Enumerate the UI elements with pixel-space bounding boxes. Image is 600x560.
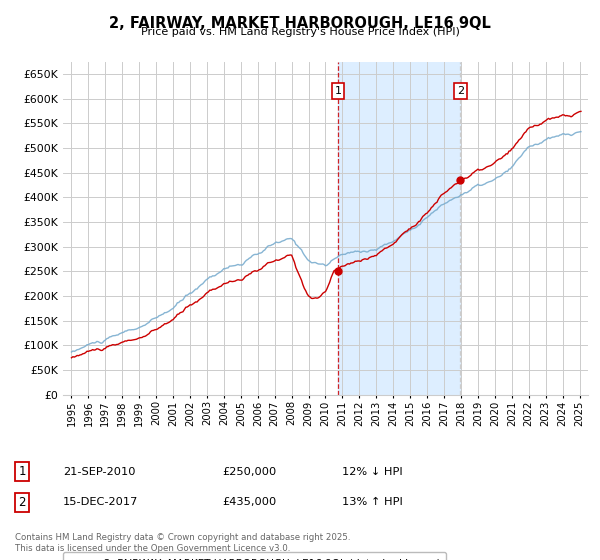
Text: 1: 1 <box>19 465 26 478</box>
Text: 2, FAIRWAY, MARKET HARBOROUGH, LE16 9QL: 2, FAIRWAY, MARKET HARBOROUGH, LE16 9QL <box>109 16 491 31</box>
Text: 12% ↓ HPI: 12% ↓ HPI <box>342 466 403 477</box>
Text: 13% ↑ HPI: 13% ↑ HPI <box>342 497 403 507</box>
Legend: 2, FAIRWAY, MARKET HARBOROUGH, LE16 9QL (detached house), HPI: Average price, de: 2, FAIRWAY, MARKET HARBOROUGH, LE16 9QL … <box>63 552 446 560</box>
Bar <box>338 62 460 395</box>
Text: 1: 1 <box>335 86 342 96</box>
Text: Price paid vs. HM Land Registry's House Price Index (HPI): Price paid vs. HM Land Registry's House … <box>140 27 460 37</box>
Text: £435,000: £435,000 <box>222 497 276 507</box>
Text: £250,000: £250,000 <box>222 466 276 477</box>
Text: 2: 2 <box>19 496 26 509</box>
Text: Contains HM Land Registry data © Crown copyright and database right 2025.
This d: Contains HM Land Registry data © Crown c… <box>15 533 350 553</box>
Text: 2: 2 <box>457 86 464 96</box>
Text: 15-DEC-2017: 15-DEC-2017 <box>63 497 139 507</box>
Text: 21-SEP-2010: 21-SEP-2010 <box>63 466 136 477</box>
